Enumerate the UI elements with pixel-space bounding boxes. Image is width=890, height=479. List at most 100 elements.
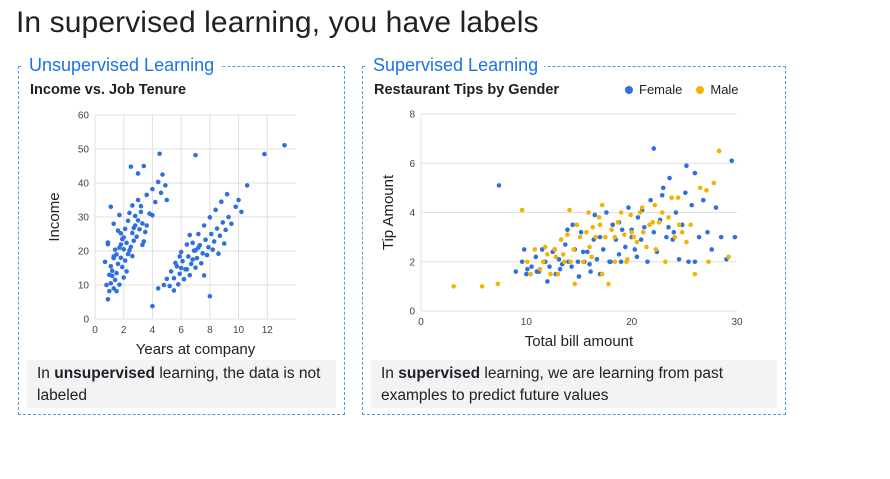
data-point (114, 270, 119, 276)
data-point (571, 247, 577, 252)
data-point (180, 258, 185, 264)
data-point (108, 264, 114, 269)
data-point (709, 247, 715, 252)
data-point (570, 222, 575, 228)
data-point (196, 245, 201, 250)
data-point (589, 254, 594, 260)
data-point (108, 281, 114, 286)
legend-item-female: Female (625, 82, 682, 97)
data-point (637, 210, 643, 215)
y-tick-label: 2 (409, 257, 415, 268)
data-point (616, 252, 622, 257)
data-point (107, 288, 112, 294)
data-point (676, 256, 682, 262)
caption-text: learning, the data is not labeled (37, 365, 321, 404)
data-point (219, 199, 224, 204)
data-point (135, 218, 141, 223)
data-point (193, 265, 198, 270)
data-point (220, 220, 226, 225)
data-point (663, 259, 668, 265)
data-point (675, 195, 681, 201)
data-point (639, 205, 645, 210)
data-point (604, 210, 609, 215)
data-point (666, 224, 671, 230)
data-point (599, 271, 605, 277)
data-point (683, 190, 688, 196)
data-point (217, 233, 223, 238)
data-point (534, 269, 540, 274)
data-point (644, 244, 649, 250)
data-point (206, 244, 211, 250)
data-point (569, 264, 574, 269)
data-point (496, 183, 502, 188)
data-point (688, 222, 693, 228)
data-point (216, 251, 221, 257)
data-point (127, 248, 132, 253)
data-point (164, 276, 170, 282)
data-point (171, 275, 177, 281)
data-point (542, 244, 548, 250)
data-point (587, 261, 592, 267)
supervised-caption: In supervised learning, we are learning … (371, 360, 777, 408)
data-point (592, 212, 598, 218)
data-point (656, 220, 662, 225)
data-point (193, 152, 198, 158)
y-tick-label: 8 (409, 110, 415, 121)
data-point (193, 248, 198, 253)
x-tick-label: 12 (262, 325, 274, 336)
y-tick-label: 60 (78, 111, 90, 122)
data-point (118, 255, 124, 261)
data-point (557, 266, 563, 272)
data-point (155, 179, 161, 185)
data-point (122, 258, 128, 263)
data-point (118, 231, 124, 236)
data-point (111, 286, 116, 291)
data-point (203, 237, 208, 243)
data-point (529, 264, 534, 269)
caption-text: learning, we are learning from past exam… (381, 365, 724, 404)
tips-scatter-chart: 0 2 4 6 8 0 10 20 30 Total bill amount Tip Amount (380, 110, 743, 351)
legend-label-female: Female (639, 82, 683, 97)
data-point (119, 264, 125, 270)
data-point (187, 272, 193, 278)
data-point (628, 212, 633, 218)
data-point (105, 296, 111, 302)
data-point (599, 202, 605, 208)
x-axis-title: Total bill amount (525, 333, 634, 350)
y-tick-label: 6 (409, 159, 415, 170)
data-point (537, 266, 543, 272)
legend-item-male: Male (696, 82, 739, 97)
data-point (190, 257, 195, 262)
data-point (552, 247, 558, 252)
data-point (201, 223, 207, 228)
data-point (207, 293, 213, 299)
data-point (184, 242, 190, 247)
data-point (130, 253, 135, 259)
data-point (556, 256, 562, 262)
data-point (558, 237, 564, 242)
x-tick-label: 10 (233, 325, 245, 336)
data-point (127, 210, 132, 216)
x-tick-label: 0 (418, 317, 424, 328)
data-point (642, 224, 647, 230)
data-point (196, 231, 201, 237)
data-point (590, 224, 595, 230)
data-point (635, 215, 641, 220)
supervised-panel: Supervised Learning Restaurant Tips by G… (362, 55, 786, 415)
data-point (689, 202, 695, 208)
data-point (718, 234, 724, 240)
data-point (705, 229, 710, 235)
data-point (168, 269, 174, 274)
data-point (618, 259, 624, 265)
data-point (706, 259, 711, 265)
data-point (547, 264, 552, 269)
data-point (244, 183, 250, 188)
data-point (726, 254, 731, 260)
data-point (150, 213, 155, 218)
data-point (585, 249, 590, 255)
data-point (576, 274, 582, 279)
data-point (580, 249, 586, 255)
data-point (105, 241, 111, 247)
data-point (201, 273, 207, 278)
data-point (239, 209, 244, 215)
